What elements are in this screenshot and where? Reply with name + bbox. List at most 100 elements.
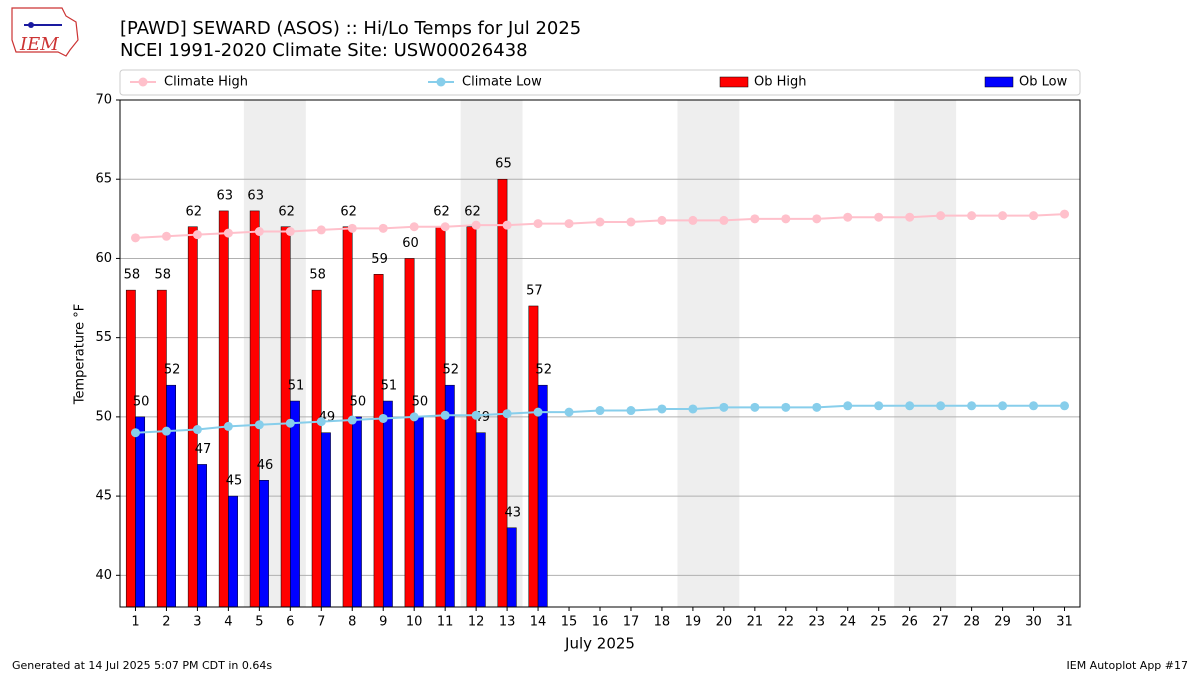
bar <box>352 416 362 608</box>
bar <box>528 305 539 608</box>
x-tick-label: 2 <box>162 615 170 630</box>
y-tick-label: 50 <box>95 409 112 424</box>
line-point <box>378 413 388 423</box>
legend-label: Climate High <box>164 75 248 90</box>
x-tick-label: 25 <box>870 615 887 630</box>
legend-label: Climate Low <box>462 75 542 90</box>
bar-label: 46 <box>257 458 274 473</box>
legend-swatch <box>984 76 1014 88</box>
line-point <box>409 222 419 232</box>
line-point <box>781 402 791 412</box>
footer-right: IEM Autoplot App #17 <box>1067 659 1189 672</box>
x-tick-label: 18 <box>654 615 671 630</box>
line-point <box>595 217 605 227</box>
line-point <box>781 214 791 224</box>
bar-label: 62 <box>278 204 295 219</box>
x-tick-label: 13 <box>499 615 516 630</box>
bar-label: 62 <box>433 204 450 219</box>
line-point <box>502 220 512 230</box>
line-point <box>502 409 512 419</box>
line-point <box>564 219 574 229</box>
chart-title: [PAWD] SEWARD (ASOS) :: Hi/Lo Temps for … <box>120 18 581 39</box>
x-tick-label: 31 <box>1056 615 1073 630</box>
bar <box>311 289 322 608</box>
x-axis-label: July 2025 <box>564 635 635 653</box>
line-point <box>688 404 698 414</box>
x-tick-label: 21 <box>747 615 764 630</box>
line-point <box>316 417 326 427</box>
line-point <box>750 214 760 224</box>
line-point <box>223 421 233 431</box>
bar-label: 62 <box>464 204 481 219</box>
bar <box>249 210 260 608</box>
bar-label: 58 <box>124 268 141 283</box>
line-point <box>285 227 295 237</box>
logo-outline <box>11 7 79 57</box>
line-point <box>657 215 667 225</box>
bar <box>187 226 198 608</box>
line-point <box>223 228 233 238</box>
x-tick-label: 7 <box>317 615 325 630</box>
x-tick-label: 3 <box>193 615 201 630</box>
bar-label: 43 <box>504 505 521 520</box>
line-point <box>471 410 481 420</box>
line-point <box>967 401 977 411</box>
bar <box>259 480 269 608</box>
line-point <box>936 401 946 411</box>
bar-label: 47 <box>195 442 212 457</box>
weekend-span <box>677 100 740 607</box>
bar <box>197 464 207 608</box>
line-point <box>1060 401 1070 411</box>
y-tick-label: 40 <box>95 568 112 583</box>
chart-subtitle: NCEI 1991-2020 Climate Site: USW00026438 <box>120 40 528 61</box>
line-point <box>905 401 915 411</box>
x-tick-label: 22 <box>778 615 795 630</box>
x-tick-label: 20 <box>716 615 733 630</box>
x-tick-label: 6 <box>286 615 294 630</box>
line-point <box>378 223 388 233</box>
bar <box>280 226 291 608</box>
x-tick-label: 17 <box>623 615 640 630</box>
bar <box>125 289 136 608</box>
bar <box>373 274 384 608</box>
x-tick-label: 28 <box>963 615 980 630</box>
x-tick-label: 15 <box>561 615 578 630</box>
x-tick-label: 9 <box>379 615 387 630</box>
line-point <box>533 219 543 229</box>
bar <box>290 400 300 608</box>
bar <box>135 416 146 608</box>
line-point <box>874 212 884 222</box>
line-point <box>874 401 884 411</box>
y-tick-label: 55 <box>95 330 112 345</box>
line-point <box>471 220 481 230</box>
bar-label: 45 <box>226 474 243 489</box>
line-point <box>843 212 853 222</box>
line-point <box>936 211 946 221</box>
line-point <box>1060 209 1070 219</box>
x-tick-label: 23 <box>809 615 826 630</box>
line-point <box>812 214 822 224</box>
line-point <box>564 407 574 417</box>
line-point <box>905 212 915 222</box>
y-tick-label: 65 <box>95 172 112 187</box>
logo-dot <box>28 22 34 28</box>
bar <box>497 178 508 608</box>
bar <box>321 432 331 608</box>
line-point <box>192 230 202 240</box>
line-point <box>843 401 853 411</box>
bar <box>475 432 486 608</box>
x-tick-label: 30 <box>1025 615 1042 630</box>
line-point <box>719 402 729 412</box>
line-point <box>316 225 326 235</box>
y-axis-label: Temperature °F <box>73 304 88 405</box>
x-tick-label: 26 <box>901 615 918 630</box>
logo-text: IEM <box>19 34 59 55</box>
line-point <box>967 211 977 221</box>
x-tick-label: 14 <box>530 615 547 630</box>
x-tick-label: 10 <box>406 615 423 630</box>
y-tick-label: 60 <box>95 251 112 266</box>
x-tick-label: 16 <box>592 615 609 630</box>
x-tick-label: 29 <box>994 615 1011 630</box>
x-tick-label: 27 <box>932 615 949 630</box>
